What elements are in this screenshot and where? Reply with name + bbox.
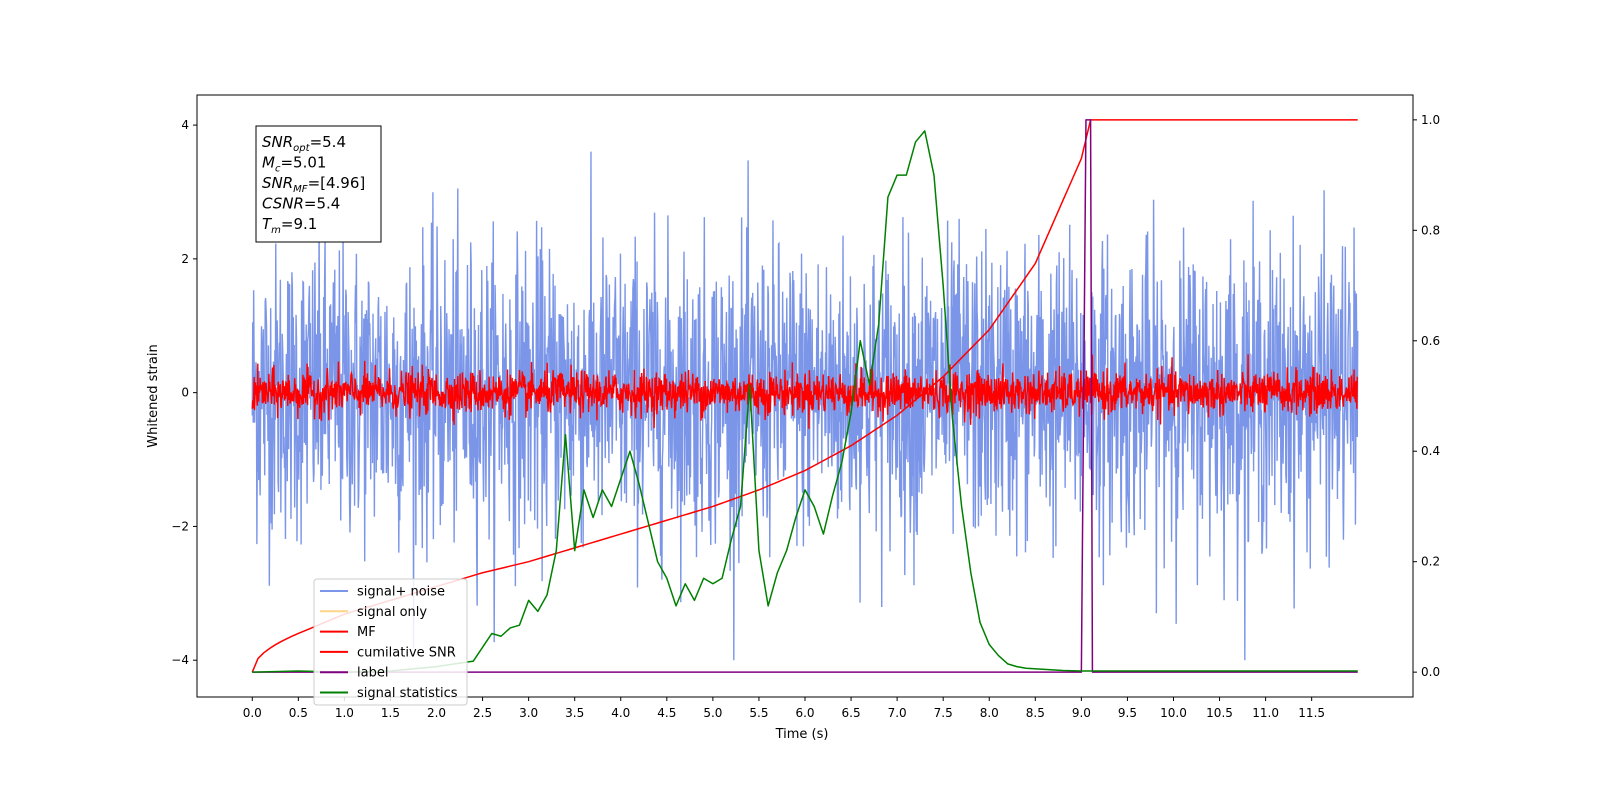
y2-tick-label: 1.0 <box>1421 113 1440 127</box>
annotation-line: SNRMF=[4.96] <box>262 174 365 195</box>
x-tick-label: 10.5 <box>1206 706 1233 720</box>
series-line-2 <box>251 354 1359 429</box>
x-tick-label: 0.5 <box>289 706 308 720</box>
y2-tick-label: 0.4 <box>1421 444 1440 458</box>
series-line-5 <box>252 130 1358 673</box>
y2-tick-label: 0.0 <box>1421 665 1440 679</box>
legend-items: signal+ noise signal only MF cumilative SNR… <box>320 585 458 701</box>
x-tick-label: 3.0 <box>519 706 538 720</box>
legend-label: signal statistics <box>357 686 458 701</box>
y-axis-label: Whitened strain <box>146 344 161 447</box>
x-tick-label: 9.5 <box>1118 706 1137 720</box>
y-axis-right: 0.0 0.2 0.4 0.6 0.8 1.0 <box>1413 113 1440 679</box>
annotation-line: Mc=5.01 <box>262 154 326 175</box>
x-tick-label: 3.5 <box>565 706 584 720</box>
x-tick-label: 4.5 <box>657 706 676 720</box>
x-tick-label: 9.0 <box>1072 706 1091 720</box>
x-tick-label: 5.5 <box>749 706 768 720</box>
y-tick-label: 0 <box>181 386 189 400</box>
x-tick-label: 1.5 <box>381 706 400 720</box>
x-tick-label: 6.5 <box>842 706 861 720</box>
x-tick-label: 7.0 <box>888 706 907 720</box>
x-tick-label: 2.5 <box>473 706 492 720</box>
legend-label: signal only <box>357 605 427 620</box>
legend: signal+ noise signal only MF cumilative SNR… <box>313 578 468 706</box>
annotation-line: CSNR=5.4 <box>262 195 340 213</box>
x-tick-label: 5.0 <box>703 706 722 720</box>
x-tick-label: 11.5 <box>1298 706 1325 720</box>
x-tick-label: 10.0 <box>1160 706 1187 720</box>
legend-label: label <box>357 666 388 681</box>
x-tick-label: 11.0 <box>1252 706 1279 720</box>
y-axis-left: −4 −2 0 2 4 <box>171 118 197 667</box>
x-tick-label: 4.0 <box>611 706 630 720</box>
annotation-line: Tm=9.1 <box>262 215 317 236</box>
y-tick-label: 4 <box>181 118 189 132</box>
legend-label: signal+ noise <box>357 585 445 600</box>
x-tick-label: 2.0 <box>427 706 446 720</box>
x-tick-label: 8.5 <box>1026 706 1045 720</box>
x-axis-label: Time (s) <box>775 727 829 742</box>
annotation-line: SNRopt=5.4 <box>262 133 346 154</box>
x-axis: 0.0 0.5 1.0 1.5 2.0 2.5 3.0 3.5 4.0 4.5 5.0 5.5 6.0 6… <box>243 697 1325 720</box>
y-tick-label: −4 <box>171 653 189 667</box>
y2-tick-label: 0.8 <box>1421 223 1440 237</box>
x-tick-label: 1.0 <box>335 706 354 720</box>
legend-frame <box>313 578 468 706</box>
y-tick-label: 2 <box>181 252 189 266</box>
y-tick-label: −2 <box>171 519 189 533</box>
annotation-frame <box>255 125 382 243</box>
series-line-4 <box>252 119 1358 673</box>
legend-label: MF <box>357 625 376 640</box>
y2-tick-label: 0.6 <box>1421 334 1440 348</box>
x-tick-label: 0.0 <box>243 706 262 720</box>
y2-tick-label: 0.2 <box>1421 555 1440 569</box>
x-tick-label: 7.5 <box>934 706 953 720</box>
x-tick-label: 6.0 <box>795 706 814 720</box>
x-tick-label: 8.0 <box>980 706 999 720</box>
legend-label: cumilative SNR <box>357 645 456 660</box>
